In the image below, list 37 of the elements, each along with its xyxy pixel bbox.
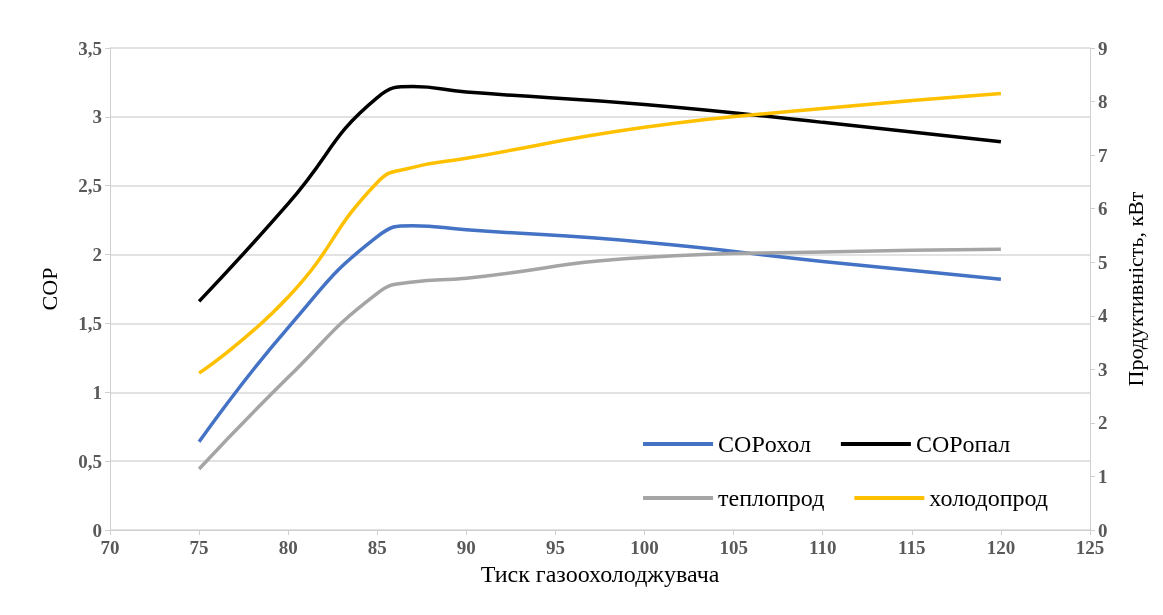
y-tick-label: 1	[92, 381, 102, 403]
x-axis-title: Тиск газоохолоджувача	[480, 560, 720, 587]
y2-tick-label: 5	[1098, 251, 1108, 273]
x-tick-label: 70	[100, 537, 120, 558]
legend-label: COPохол	[718, 431, 811, 457]
y2-tick-label: 2	[1098, 412, 1108, 434]
y2-tick-label: 6	[1098, 198, 1108, 220]
x-tick-label: 115	[898, 537, 926, 558]
legend-label: холодопрод	[929, 485, 1049, 511]
x-tick-label: 100	[630, 537, 659, 558]
y-tick-label: 3	[92, 106, 102, 128]
x-tick-label: 105	[719, 537, 748, 558]
y-tick-label: 0	[92, 519, 102, 541]
x-tick-label: 95	[545, 537, 565, 558]
y2-tick-label: 9	[1098, 37, 1108, 59]
y-tick-label: 3,5	[78, 37, 102, 59]
y-axis-title: COP	[36, 267, 62, 311]
legend-label: COPопал	[915, 431, 1011, 457]
line-series	[197, 91, 1003, 375]
y2-tick-label: 3	[1098, 358, 1108, 380]
x-tick-label: 80	[278, 537, 298, 558]
y2-tick-label: 4	[1098, 305, 1108, 327]
x-tick-label: 90	[456, 537, 476, 558]
y-tick-label: 0,5	[78, 450, 102, 472]
x-tick-label: 120	[986, 537, 1016, 558]
line-series	[197, 84, 1003, 304]
x-tick-label: 75	[189, 537, 209, 558]
y-tick-label: 1,5	[78, 312, 102, 334]
y-tick-label: 2	[92, 244, 102, 266]
y2-tick-label: 7	[1098, 144, 1108, 166]
y2-axis-title: Продуктивність, кВт	[1122, 191, 1148, 387]
y2-tick-label: 8	[1098, 91, 1108, 113]
legend-label: теплопрод	[718, 485, 825, 511]
y2-tick-label: 1	[1098, 465, 1108, 487]
y-tick-label: 2,5	[78, 175, 102, 197]
x-tick-label: 85	[367, 537, 387, 558]
x-tick-label: 110	[809, 537, 837, 558]
